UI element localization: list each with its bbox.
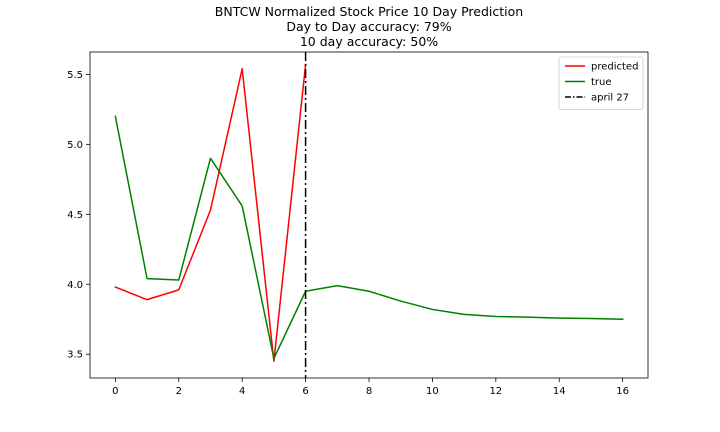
y-tick-label: 5.5	[67, 70, 83, 81]
series-line-true	[114, 115, 624, 360]
y-tick-label: 3.5	[67, 350, 83, 361]
y-tick-label: 5.0	[67, 140, 83, 151]
x-tick-label: 16	[616, 386, 629, 397]
x-tick-label: 12	[489, 386, 502, 397]
y-tick-label: 4.5	[67, 210, 83, 221]
legend-label-true: true	[591, 77, 612, 88]
chart-title-line-1: BNTCW Normalized Stock Price 10 Day Pred…	[215, 4, 523, 19]
x-tick-label: 2	[176, 386, 182, 397]
legend-label-april-27: april 27	[591, 93, 629, 104]
x-tick-label: 14	[553, 386, 566, 397]
x-tick-label: 4	[239, 386, 245, 397]
y-tick-label: 4.0	[67, 280, 83, 291]
x-tick-label: 0	[112, 386, 118, 397]
chart-title: BNTCW Normalized Stock Price 10 Day Pred…	[215, 4, 523, 49]
chart-title-line-2: Day to Day accuracy: 79%	[286, 19, 451, 34]
x-tick-label: 10	[426, 386, 439, 397]
legend-label-predicted: predicted	[591, 62, 638, 73]
legend: predicted true april 27	[558, 56, 644, 110]
plot-area: 0 2 4 6 8 10 12 14 16 3.5 4.0 4.5 5.0 5.5 predicted tru…	[67, 51, 649, 397]
series-line-predicted	[114, 63, 307, 362]
x-tick-label: 6	[302, 386, 308, 397]
x-tick-label: 8	[366, 386, 372, 397]
chart-title-line-3: 10 day accuracy: 50%	[300, 34, 438, 49]
